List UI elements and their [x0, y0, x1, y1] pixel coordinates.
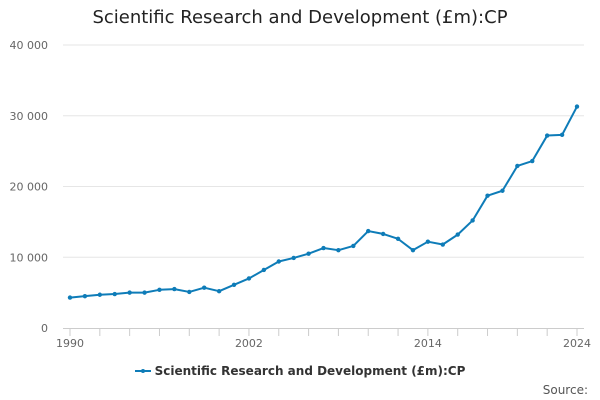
y-tick-label: 40 000: [10, 39, 49, 52]
data-point: [470, 218, 475, 223]
gridlines: [63, 44, 584, 258]
series-layer: [67, 104, 580, 300]
data-point: [380, 231, 386, 237]
legend-line-marker-icon: [134, 365, 151, 377]
x-axis-tick-labels: 1990 2002 2014 2024: [56, 337, 591, 350]
data-point: [112, 291, 117, 297]
data-point: [351, 243, 356, 249]
x-tick-label: 1990: [56, 337, 84, 350]
data-point: [425, 239, 431, 244]
data-point: [500, 188, 505, 193]
legend: Scientific Research and Development (£m)…: [0, 364, 600, 378]
data-point: [410, 247, 416, 253]
data-point: [172, 286, 177, 292]
legend-item-series[interactable]: Scientific Research and Development (£m)…: [134, 364, 466, 378]
legend-dot: [140, 369, 145, 373]
series-line: [69, 105, 578, 299]
data-point: [216, 289, 222, 294]
data-point: [485, 193, 490, 198]
y-tick-label: 20 000: [10, 181, 49, 194]
data-point: [559, 132, 565, 138]
data-point: [142, 290, 147, 295]
source-label: Source:: [542, 383, 588, 397]
data-point: [395, 236, 401, 242]
data-point: [187, 289, 192, 295]
data-point: [127, 290, 132, 295]
legend-label: Scientific Research and Development (£m)…: [154, 364, 466, 378]
data-point: [202, 285, 207, 290]
data-point: [544, 133, 550, 138]
data-point: [336, 247, 341, 253]
data-point: [157, 287, 162, 292]
data-point: [440, 242, 445, 247]
data-point: [67, 295, 73, 300]
data-point: [306, 251, 311, 256]
y-tick-label: 0: [41, 322, 48, 335]
data-point: [366, 228, 371, 234]
chart-title: Scientific Research and Development (£m)…: [92, 7, 508, 28]
data-point: [97, 292, 103, 297]
y-tick-label: 30 000: [10, 110, 49, 123]
data-point: [246, 276, 252, 281]
x-tick-label: 2014: [414, 337, 442, 350]
y-axis-tick-labels: 0 10 000 20 000 30 000 40 000: [10, 39, 49, 335]
x-tick-label: 2002: [235, 337, 263, 350]
data-point: [231, 282, 237, 288]
data-point: [455, 232, 460, 237]
data-point: [276, 259, 281, 264]
data-point: [574, 104, 580, 109]
axes: [63, 328, 584, 336]
data-point: [82, 293, 88, 299]
y-tick-label: 10 000: [10, 251, 49, 264]
data-point: [530, 158, 535, 164]
data-point: [291, 255, 296, 261]
data-point: [515, 163, 520, 169]
x-tick-label: 2024: [563, 337, 591, 350]
data-point: [261, 267, 267, 273]
data-point: [321, 245, 326, 251]
